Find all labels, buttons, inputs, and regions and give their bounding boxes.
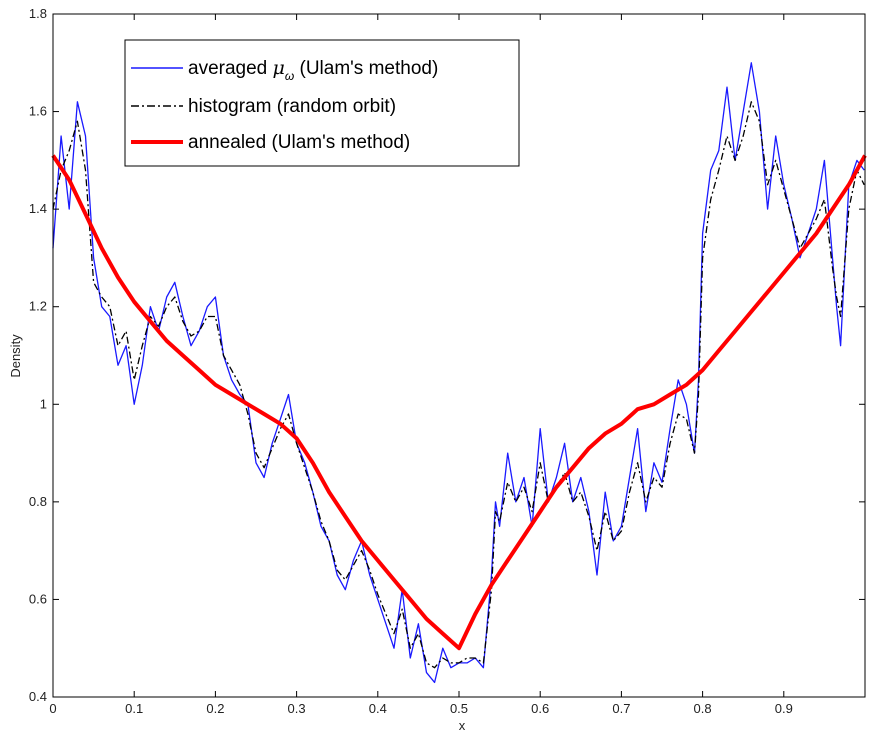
series-layer xyxy=(51,62,867,684)
x-axis-label: x xyxy=(459,718,466,733)
legend: averaged μω (Ulam's method) histogram (r… xyxy=(124,39,520,167)
legend-label-annealed: annealed (Ulam's method) xyxy=(188,132,410,153)
series-histogram-line xyxy=(52,101,865,669)
x-tick-label: 0.1 xyxy=(125,701,143,716)
series-annealed-line xyxy=(51,154,867,651)
x-tick-label: 0.3 xyxy=(288,701,306,716)
y-tick-label: 0.8 xyxy=(29,494,47,509)
x-tick-label: 0.7 xyxy=(612,701,630,716)
x-tick-label: 0.5 xyxy=(450,701,468,716)
y-tick-label: 0.4 xyxy=(29,689,47,704)
x-tick-label: 0.2 xyxy=(206,701,224,716)
y-tick-label: 1.6 xyxy=(29,104,47,119)
x-axis-ticks: 0 0.1 0.2 0.3 0.4 0.5 0.6 0.7 0.8 0.9 xyxy=(49,14,793,716)
legend-box xyxy=(124,39,520,167)
x-tick-label: 0.9 xyxy=(775,701,793,716)
y-axis-label: Density xyxy=(8,334,23,378)
y-tick-label: 0.6 xyxy=(29,591,47,606)
x-tick-label: 0.4 xyxy=(369,701,387,716)
y-axis-ticks: 0.4 0.6 0.8 1 1.2 1.4 1.6 1.8 xyxy=(29,6,865,704)
legend-label-histogram: histogram (random orbit) xyxy=(188,96,396,117)
y-tick-label: 1.2 xyxy=(29,299,47,314)
y-tick-label: 1.4 xyxy=(29,201,47,216)
y-tick-label: 1.8 xyxy=(29,6,47,21)
x-tick-label: 0.8 xyxy=(694,701,712,716)
series-averaged-line xyxy=(52,62,865,684)
x-tick-label: 0.6 xyxy=(531,701,549,716)
y-tick-label: 1 xyxy=(40,396,47,411)
legend-label-averaged: averaged μω (Ulam's method) xyxy=(188,57,438,83)
x-tick-label: 0 xyxy=(49,701,56,716)
